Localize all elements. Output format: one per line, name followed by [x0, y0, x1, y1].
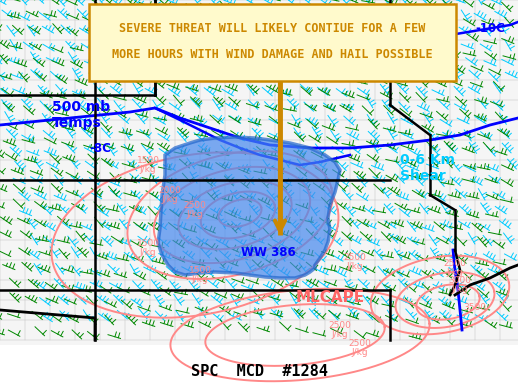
Text: 1500
J/kg: 1500 J/kg [137, 156, 160, 174]
Text: 2500
J/kg: 2500 J/kg [343, 253, 366, 271]
FancyBboxPatch shape [89, 4, 456, 81]
Text: -8C: -8C [89, 142, 111, 154]
Text: MORE HOURS WITH WIND DAMAGE AND HAIL POSSIBLE: MORE HOURS WITH WIND DAMAGE AND HAIL POS… [112, 48, 433, 62]
Text: MLCAPE: MLCAPE [295, 291, 365, 305]
Text: WW 386: WW 386 [241, 246, 295, 258]
Text: 3000
J/kg: 3000 J/kg [449, 276, 471, 294]
Text: 2500
J/kg: 2500 J/kg [443, 259, 466, 277]
Text: 2500
J/kg: 2500 J/kg [328, 321, 351, 339]
Text: 2500
J/kg: 2500 J/kg [183, 201, 207, 219]
Text: -10C: -10C [475, 21, 505, 35]
Text: 3500: 3500 [464, 303, 486, 312]
Text: SEVERE THREAT WILL LIKELY CONTIUE FOR A FEW: SEVERE THREAT WILL LIKELY CONTIUE FOR A … [119, 21, 425, 35]
Bar [0, 0, 518, 345]
Polygon shape [158, 137, 340, 278]
Text: 500 mb
Temps: 500 mb Temps [52, 100, 110, 130]
Text: 1500
J/kg: 1500 J/kg [189, 266, 211, 284]
Text: 1500
J/kg: 1500 J/kg [137, 239, 160, 257]
Text: 0-6 Km
Shear: 0-6 Km Shear [400, 153, 455, 183]
Text: 2500
J/kg: 2500 J/kg [349, 339, 371, 357]
Text: 2000
J/kg: 2000 J/kg [159, 186, 181, 204]
Text: SPC  MCD  #1284: SPC MCD #1284 [191, 364, 327, 379]
